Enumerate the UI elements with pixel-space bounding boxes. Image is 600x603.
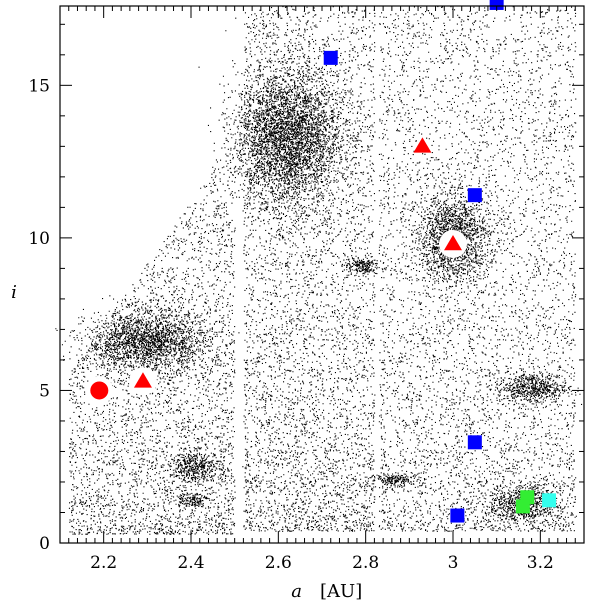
square-marker bbox=[542, 493, 557, 508]
x-axis-unit: [AU] bbox=[320, 581, 362, 602]
square-marker bbox=[515, 499, 530, 514]
triangle-marker bbox=[439, 229, 467, 258]
marker-triangle-shape bbox=[133, 372, 152, 388]
triangle-marker bbox=[413, 137, 432, 153]
x-tick-label: 3.2 bbox=[527, 553, 554, 573]
y-tick-label: 0 bbox=[39, 534, 50, 554]
y-tick-labels: 0 5 10 15 bbox=[28, 76, 50, 554]
background-population-dots bbox=[55, 6, 583, 535]
marker-triangle-shape bbox=[413, 137, 432, 153]
marker-square-shape bbox=[542, 493, 557, 508]
x-tick-labels: 2.2 2.4 2.6 2.8 3 3.2 bbox=[90, 553, 554, 573]
triangle-marker bbox=[128, 367, 157, 396]
marker-square-shape bbox=[515, 499, 530, 514]
x-tick-label: 2.4 bbox=[177, 553, 204, 573]
square-marker bbox=[450, 508, 465, 523]
y-axis-label: i bbox=[11, 282, 17, 303]
marker-square-shape bbox=[489, 0, 504, 10]
square-marker bbox=[467, 188, 482, 203]
axis-ticks bbox=[59, 6, 585, 544]
background-dots-path bbox=[55, 6, 583, 535]
x-tick-label: 2.8 bbox=[352, 553, 379, 573]
y-tick-label: 5 bbox=[39, 381, 50, 401]
square-marker bbox=[467, 435, 482, 450]
marker-square-shape bbox=[467, 435, 482, 450]
marker-circle-shape bbox=[90, 381, 109, 400]
highlight-markers bbox=[85, 0, 557, 523]
square-marker bbox=[323, 50, 338, 65]
x-axis-label: a bbox=[291, 581, 302, 602]
marker-square-shape bbox=[323, 50, 338, 65]
circle-marker bbox=[85, 376, 114, 405]
y-tick-label: 15 bbox=[28, 76, 50, 96]
x-tick-label: 2.2 bbox=[90, 553, 117, 573]
plot-frame bbox=[59, 5, 585, 544]
marker-square-shape bbox=[450, 508, 465, 523]
x-tick-label: 3 bbox=[448, 553, 459, 573]
marker-square-shape bbox=[467, 188, 482, 203]
marker-triangle-shape bbox=[444, 234, 462, 251]
x-tick-label: 2.6 bbox=[265, 553, 292, 573]
square-marker bbox=[489, 0, 504, 10]
y-tick-label: 10 bbox=[28, 229, 50, 249]
